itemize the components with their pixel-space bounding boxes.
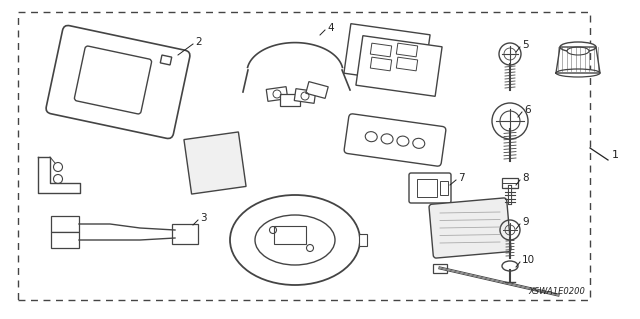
Text: 2: 2	[195, 37, 202, 47]
Bar	[359, 234, 367, 246]
FancyBboxPatch shape	[429, 198, 511, 258]
Text: 8: 8	[522, 173, 529, 183]
Bar	[371, 43, 392, 57]
FancyBboxPatch shape	[409, 173, 451, 203]
Bar	[396, 57, 418, 71]
Text: 6: 6	[524, 105, 531, 115]
Bar	[502, 178, 518, 188]
Text: 3: 3	[200, 213, 207, 223]
FancyBboxPatch shape	[344, 114, 446, 166]
Bar	[440, 181, 448, 195]
Ellipse shape	[413, 138, 425, 148]
Ellipse shape	[397, 136, 409, 146]
Bar	[280, 94, 300, 106]
Text: 5: 5	[522, 40, 529, 50]
Ellipse shape	[230, 195, 360, 285]
FancyBboxPatch shape	[74, 46, 152, 114]
Bar	[344, 24, 430, 84]
Ellipse shape	[255, 215, 335, 265]
Ellipse shape	[502, 261, 518, 271]
Ellipse shape	[560, 42, 596, 52]
Bar	[306, 82, 328, 98]
Ellipse shape	[365, 132, 377, 142]
FancyBboxPatch shape	[46, 26, 190, 138]
Bar	[417, 179, 437, 197]
Text: 4: 4	[327, 23, 333, 33]
Bar	[51, 232, 79, 248]
Bar	[356, 36, 442, 96]
Bar	[18, 12, 590, 300]
Text: 7: 7	[458, 173, 465, 183]
Text: 1: 1	[612, 150, 619, 160]
Bar	[184, 132, 246, 194]
Bar	[396, 43, 418, 57]
Bar	[51, 216, 79, 232]
Bar	[433, 263, 447, 272]
Bar	[294, 89, 316, 103]
Text: 10: 10	[522, 255, 535, 265]
Bar	[274, 226, 306, 244]
Bar	[172, 224, 198, 244]
Bar	[160, 55, 172, 65]
Bar	[371, 57, 392, 71]
Ellipse shape	[381, 134, 393, 144]
Ellipse shape	[556, 69, 600, 77]
Ellipse shape	[567, 47, 589, 55]
Text: 9: 9	[522, 217, 529, 227]
Bar	[266, 87, 288, 101]
Text: XSWA1E0200: XSWA1E0200	[528, 287, 585, 296]
